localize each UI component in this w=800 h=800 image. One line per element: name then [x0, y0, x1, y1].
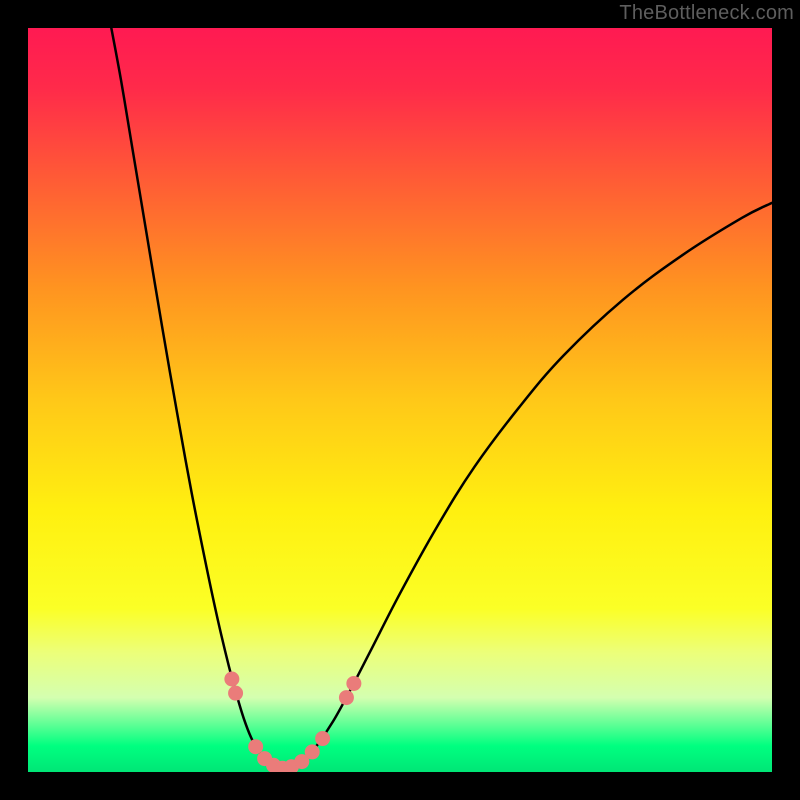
curve-marker: [305, 745, 319, 759]
curve-marker: [229, 686, 243, 700]
watermark-text: TheBottleneck.com: [619, 2, 794, 25]
plot-background-gradient: [28, 28, 772, 772]
curve-marker: [339, 691, 353, 705]
curve-marker: [225, 672, 239, 686]
curve-marker: [316, 732, 330, 746]
curve-marker: [249, 740, 263, 754]
curve-marker: [347, 676, 361, 690]
chart-frame: TheBottleneck.com: [0, 0, 800, 800]
bottleneck-curve-chart: [0, 0, 800, 800]
